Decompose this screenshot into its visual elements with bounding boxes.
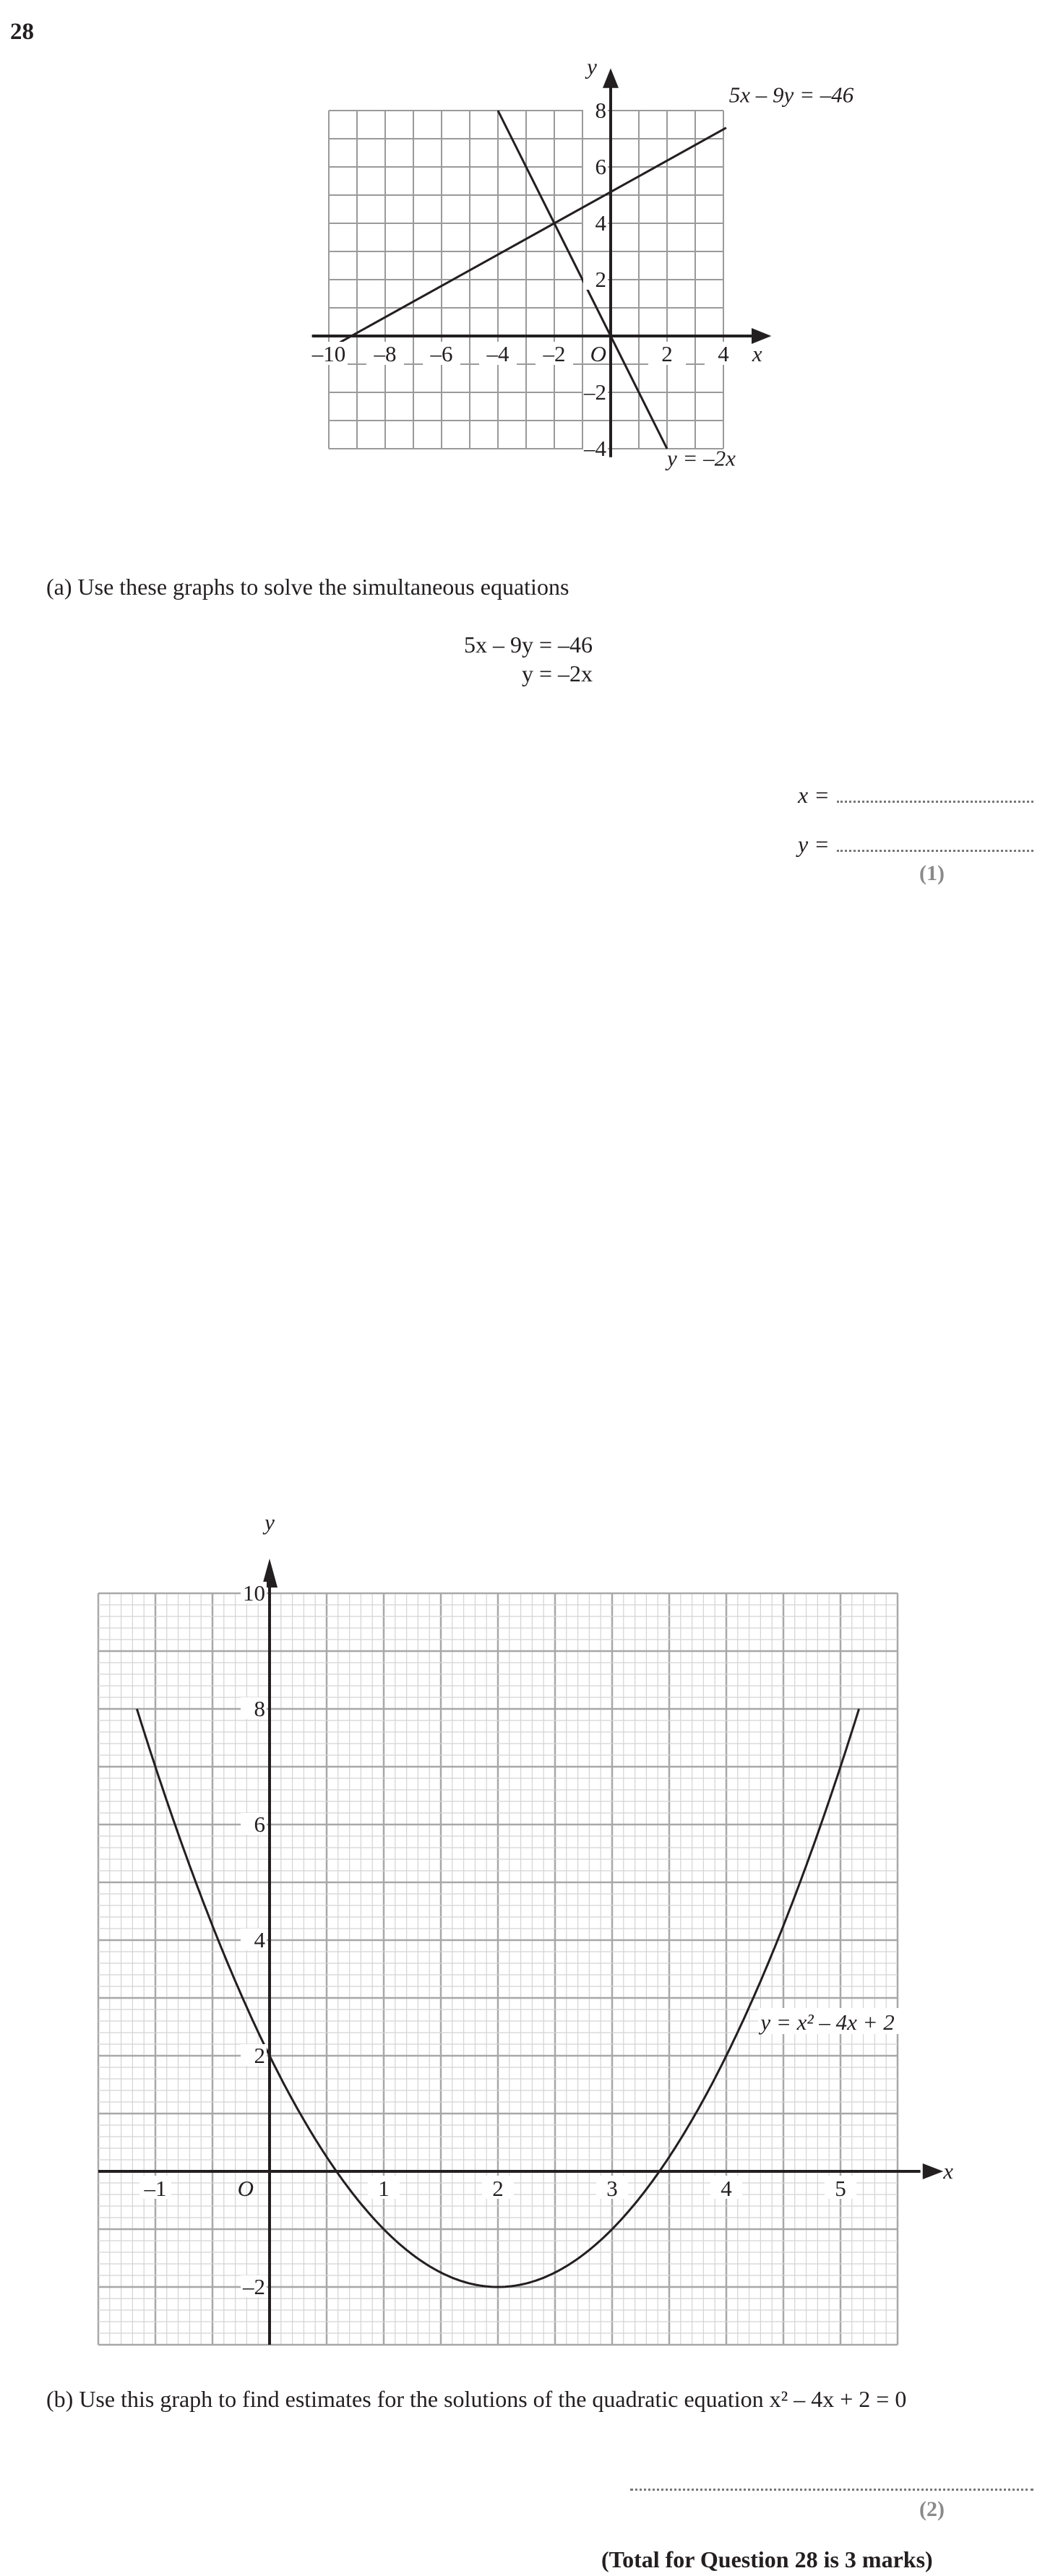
tick-label-bg <box>583 99 608 121</box>
tick-label-bg <box>583 437 608 459</box>
graph1-labels: –10 –8 –6 –4 –2 2 4 8 6 4 2 –2 –4 O x y 5x – 9y = –46 y =… <box>310 53 854 470</box>
y-answer-field[interactable] <box>837 850 1033 852</box>
graph2-axes <box>98 1559 944 2345</box>
part-b-instruction: (b) Use this graph to find estimates for… <box>46 2386 907 2412</box>
y-axis-arrow <box>603 68 619 88</box>
x-tick-label: 3 <box>606 2176 618 2201</box>
question-number: 28 <box>10 19 34 45</box>
graph1-axes <box>311 68 772 457</box>
y-tick-label: 6 <box>595 154 607 179</box>
x-tick-label: –6 <box>430 341 453 366</box>
tick-label-bg <box>583 212 608 233</box>
graph2-grid <box>97 1592 899 2346</box>
x-axis-label: x <box>942 2158 953 2184</box>
tick-label-bg <box>423 342 460 365</box>
x-answer-label: x = <box>798 782 830 808</box>
tick-label-bg <box>241 1582 267 1603</box>
curve-label: y = x² – 4x + 2 <box>758 2009 894 2035</box>
part-a-marks: (1) <box>919 861 945 885</box>
y-tick-label: 6 <box>254 1812 266 1837</box>
y-tick-label: 8 <box>595 98 607 123</box>
tick-label-bg <box>648 342 686 365</box>
part-a-instruction: (a) Use these graphs to solve the simult… <box>46 574 569 600</box>
y-tick-label: 2 <box>595 267 607 292</box>
tick-label-bg <box>241 1813 267 1835</box>
y-axis-label: y <box>262 1517 275 1535</box>
tick-label-bg <box>139 2176 171 2199</box>
equation-2: y = –2x <box>521 660 593 686</box>
tick-label-bg <box>241 1697 267 1719</box>
tick-label-bg <box>479 342 517 365</box>
y-answer-label: y = <box>798 831 830 857</box>
tick-label-bg <box>583 268 608 290</box>
y-tick-label: 10 <box>243 1580 265 1606</box>
x-axis-arrow <box>922 2163 944 2179</box>
graph2-curve <box>135 1708 861 2288</box>
x-tick-label: 4 <box>718 341 729 366</box>
tick-label-bg <box>368 2176 400 2199</box>
tick-label-bg <box>710 2176 742 2199</box>
total-marks: (Total for Question 28 is 3 marks) <box>601 2546 933 2572</box>
x-tick-label: 4 <box>721 2176 732 2201</box>
tick-label-bg <box>583 381 608 402</box>
tick-label-bg <box>241 2044 267 2066</box>
tick-label-bg <box>583 155 608 177</box>
x-tick-label: –4 <box>486 341 510 366</box>
tick-label-bg <box>310 342 348 365</box>
origin-label: O <box>590 341 606 366</box>
simultaneous-equations-graph: –10 –8 –6 –4 –2 2 4 8 6 4 2 –2 –4 O x y 5x – 9y = –46 y =… <box>310 53 854 470</box>
line2-label: y = –2x <box>665 445 736 470</box>
line-5x-9y <box>339 126 727 343</box>
x-tick-label: –1 <box>144 2176 167 2201</box>
y-tick-label: –2 <box>583 379 606 405</box>
equation-1: 5x – 9y = –46 <box>463 632 593 658</box>
x-tick-label: –8 <box>374 341 397 366</box>
y-axis-label: y <box>585 53 597 79</box>
part-b-answer-field[interactable] <box>630 2489 1033 2491</box>
line-y-minus-2x <box>496 110 668 449</box>
tick-label-bg <box>825 2176 856 2199</box>
x-tick-label: 2 <box>661 341 673 366</box>
x-answer-field[interactable] <box>837 801 1033 803</box>
quadratic-graph: –1 1 2 3 4 5 10 8 6 4 2 –2 Ox y y = x² – 4x + 2 <box>97 1517 953 2346</box>
y-tick-label: 4 <box>254 1927 266 1952</box>
line1-label: 5x – 9y = –46 <box>729 82 854 107</box>
y-tick-label: 8 <box>254 1696 266 1721</box>
tick-label-bg <box>241 2275 267 2297</box>
y-tick-label: 4 <box>595 210 607 236</box>
x-tick-label: 2 <box>492 2176 504 2201</box>
x-axis-label: x <box>752 341 762 366</box>
tick-label-bg <box>596 2176 628 2199</box>
origin-label: O <box>238 2176 254 2201</box>
tick-label-bg <box>536 342 573 365</box>
y-tick-label: –4 <box>583 436 607 461</box>
y-tick-label: –2 <box>242 2274 265 2299</box>
x-tick-label: –10 <box>311 341 346 366</box>
graph2-labels: –1 1 2 3 4 5 10 8 6 4 2 –2 Ox y y = x² – 4x + 2 <box>139 1517 953 2299</box>
graph1-lines <box>339 110 727 449</box>
tick-label-bg <box>705 342 742 365</box>
y-axis-arrow <box>262 1559 278 1588</box>
x-axis-arrow <box>752 328 772 344</box>
y-tick-label: 2 <box>254 2043 266 2068</box>
x-tick-label: –2 <box>543 341 566 366</box>
quadratic-curve <box>135 1708 861 2288</box>
curve-label-bg <box>758 2008 916 2034</box>
x-tick-label: 1 <box>378 2176 390 2201</box>
tick-label-bg <box>482 2176 514 2199</box>
part-b-marks: (2) <box>919 2497 945 2521</box>
tick-label-bg <box>241 1929 267 1950</box>
x-tick-label: 5 <box>835 2176 846 2201</box>
tick-label-bg <box>366 342 404 365</box>
